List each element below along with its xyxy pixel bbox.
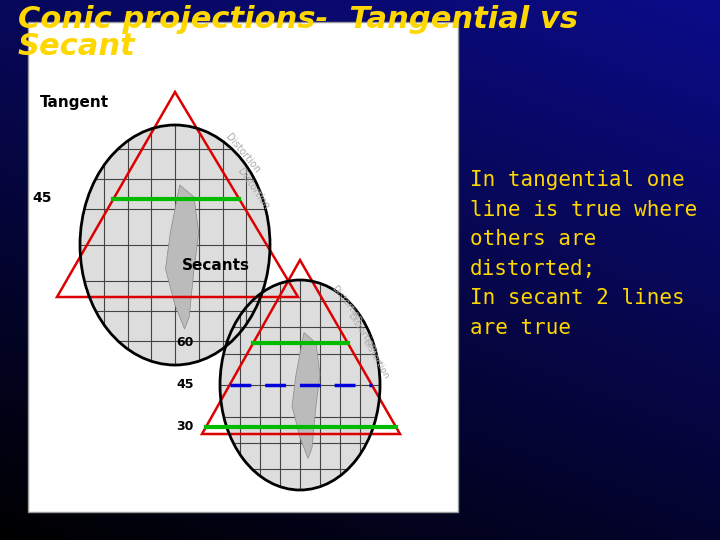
Text: Distortion: Distortion	[223, 132, 261, 176]
Bar	[28, 22, 458, 512]
Text: Distortion: Distortion	[235, 166, 271, 211]
Text: Secant: Secant	[18, 32, 136, 61]
Text: Tangent: Tangent	[40, 95, 109, 110]
Text: 60: 60	[176, 335, 194, 348]
Ellipse shape	[80, 125, 270, 365]
Ellipse shape	[220, 280, 380, 490]
Text: Distortion: Distortion	[330, 284, 364, 325]
Text: 30: 30	[176, 420, 194, 433]
Text: In tangential one
line is true where
others are
distorted;
In secant 2 lines
are: In tangential one line is true where oth…	[470, 170, 697, 338]
Text: 45: 45	[32, 191, 52, 205]
Text: Conic projections-  Tangential vs: Conic projections- Tangential vs	[18, 5, 578, 34]
Polygon shape	[292, 333, 320, 458]
Text: Distortion: Distortion	[360, 338, 390, 381]
Text: 45: 45	[176, 377, 194, 390]
Polygon shape	[166, 185, 199, 329]
Text: Distortion: Distortion	[345, 311, 377, 353]
Text: Secants: Secants	[182, 258, 250, 273]
